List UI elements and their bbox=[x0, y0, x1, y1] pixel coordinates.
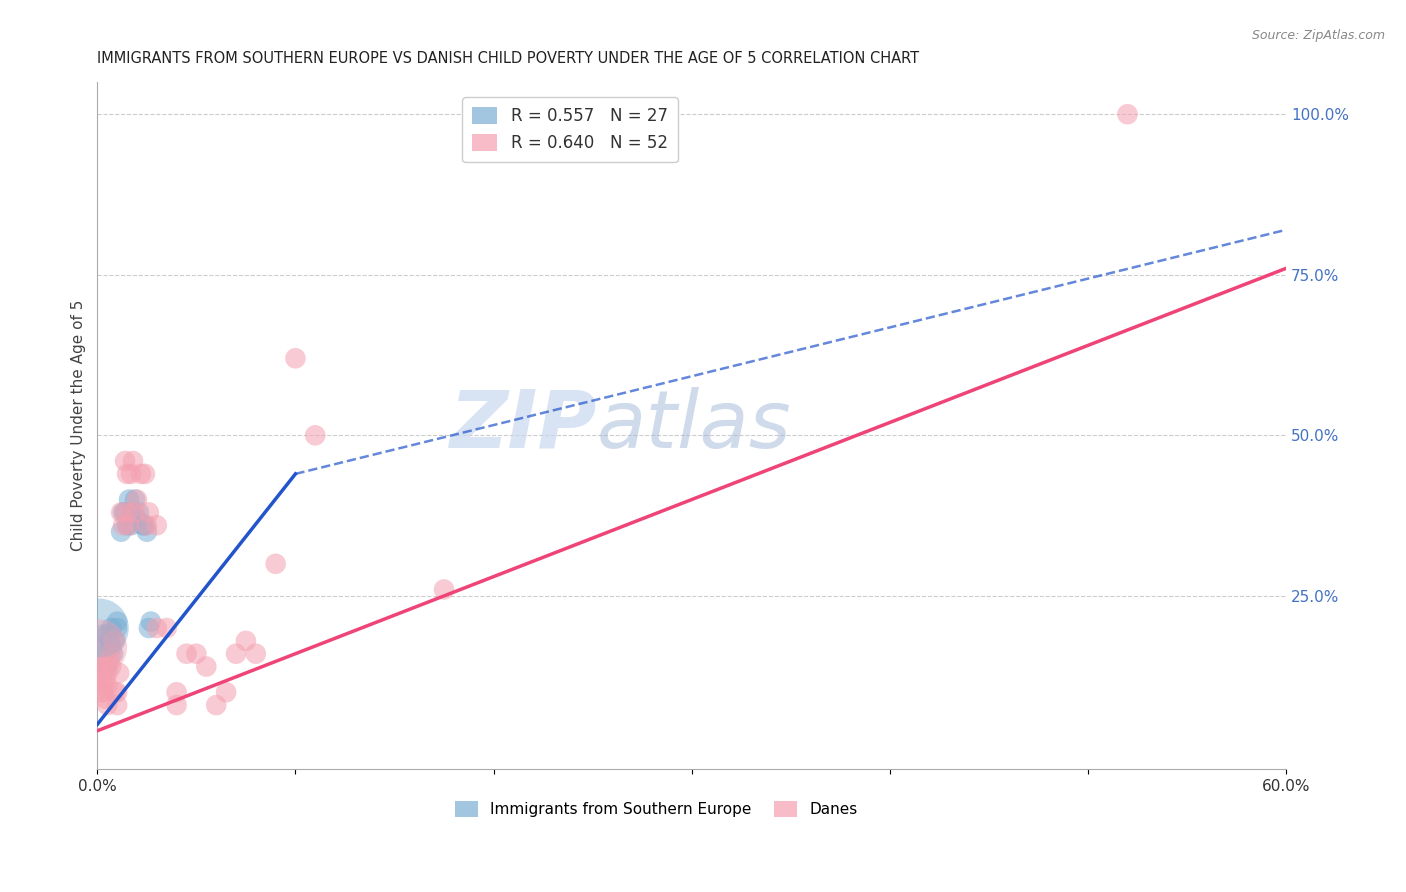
Point bbox=[128, 505, 150, 519]
Point bbox=[91, 659, 114, 673]
Point bbox=[129, 467, 152, 481]
Point bbox=[114, 505, 136, 519]
Point bbox=[166, 685, 188, 699]
Point bbox=[135, 524, 157, 539]
Point bbox=[138, 505, 160, 519]
Y-axis label: Child Poverty Under the Age of 5: Child Poverty Under the Age of 5 bbox=[72, 300, 86, 551]
Point bbox=[100, 621, 122, 635]
Point bbox=[90, 673, 112, 687]
Point bbox=[146, 518, 169, 533]
Point bbox=[245, 647, 267, 661]
Point bbox=[105, 621, 128, 635]
Point bbox=[89, 621, 111, 635]
Point bbox=[115, 505, 138, 519]
Point bbox=[103, 647, 125, 661]
Point bbox=[122, 505, 145, 519]
Point bbox=[98, 633, 121, 648]
Point bbox=[96, 665, 118, 680]
Point bbox=[104, 685, 127, 699]
Point bbox=[100, 647, 122, 661]
Point bbox=[112, 505, 135, 519]
Point bbox=[225, 647, 247, 661]
Point bbox=[94, 647, 117, 661]
Point bbox=[105, 685, 128, 699]
Point bbox=[304, 428, 326, 442]
Point bbox=[120, 467, 142, 481]
Point bbox=[90, 659, 112, 673]
Text: IMMIGRANTS FROM SOUTHERN EUROPE VS DANISH CHILD POVERTY UNDER THE AGE OF 5 CORRE: IMMIGRANTS FROM SOUTHERN EUROPE VS DANIS… bbox=[97, 51, 920, 66]
Point bbox=[100, 659, 122, 673]
Text: ZIP: ZIP bbox=[449, 387, 596, 465]
Point bbox=[176, 647, 198, 661]
Point bbox=[110, 524, 132, 539]
Point bbox=[94, 673, 117, 687]
Point bbox=[108, 665, 131, 680]
Point bbox=[118, 492, 141, 507]
Point bbox=[90, 640, 112, 655]
Point bbox=[115, 518, 138, 533]
Point bbox=[91, 685, 114, 699]
Point bbox=[134, 518, 156, 533]
Point bbox=[105, 615, 128, 629]
Point bbox=[134, 467, 156, 481]
Point bbox=[215, 685, 238, 699]
Point bbox=[89, 640, 111, 655]
Point bbox=[195, 659, 218, 673]
Point bbox=[120, 518, 142, 533]
Point bbox=[166, 698, 188, 712]
Point bbox=[284, 351, 307, 366]
Point bbox=[124, 492, 146, 507]
Point bbox=[1116, 107, 1139, 121]
Point bbox=[186, 647, 208, 661]
Point bbox=[139, 615, 162, 629]
Point bbox=[104, 633, 127, 648]
Point bbox=[146, 621, 169, 635]
Point bbox=[118, 518, 141, 533]
Text: Source: ZipAtlas.com: Source: ZipAtlas.com bbox=[1251, 29, 1385, 42]
Legend: Immigrants from Southern Europe, Danes: Immigrants from Southern Europe, Danes bbox=[449, 796, 863, 823]
Point bbox=[94, 691, 117, 706]
Point bbox=[205, 698, 228, 712]
Point bbox=[90, 685, 112, 699]
Point bbox=[125, 512, 148, 526]
Point bbox=[100, 640, 122, 655]
Point bbox=[103, 633, 125, 648]
Point bbox=[91, 627, 114, 641]
Point bbox=[98, 653, 121, 667]
Point bbox=[132, 518, 155, 533]
Point bbox=[114, 454, 136, 468]
Point bbox=[138, 621, 160, 635]
Point bbox=[125, 492, 148, 507]
Point bbox=[156, 621, 179, 635]
Text: atlas: atlas bbox=[596, 387, 792, 465]
Point bbox=[96, 698, 118, 712]
Point bbox=[112, 518, 135, 533]
Point bbox=[235, 633, 257, 648]
Point bbox=[96, 679, 118, 693]
Point bbox=[135, 518, 157, 533]
Point bbox=[264, 557, 287, 571]
Point bbox=[91, 679, 114, 693]
Point bbox=[96, 627, 118, 641]
Point bbox=[96, 659, 118, 673]
Point bbox=[433, 582, 456, 597]
Point bbox=[115, 467, 138, 481]
Point bbox=[105, 698, 128, 712]
Point bbox=[124, 505, 146, 519]
Point bbox=[122, 454, 145, 468]
Point bbox=[89, 665, 111, 680]
Point bbox=[110, 505, 132, 519]
